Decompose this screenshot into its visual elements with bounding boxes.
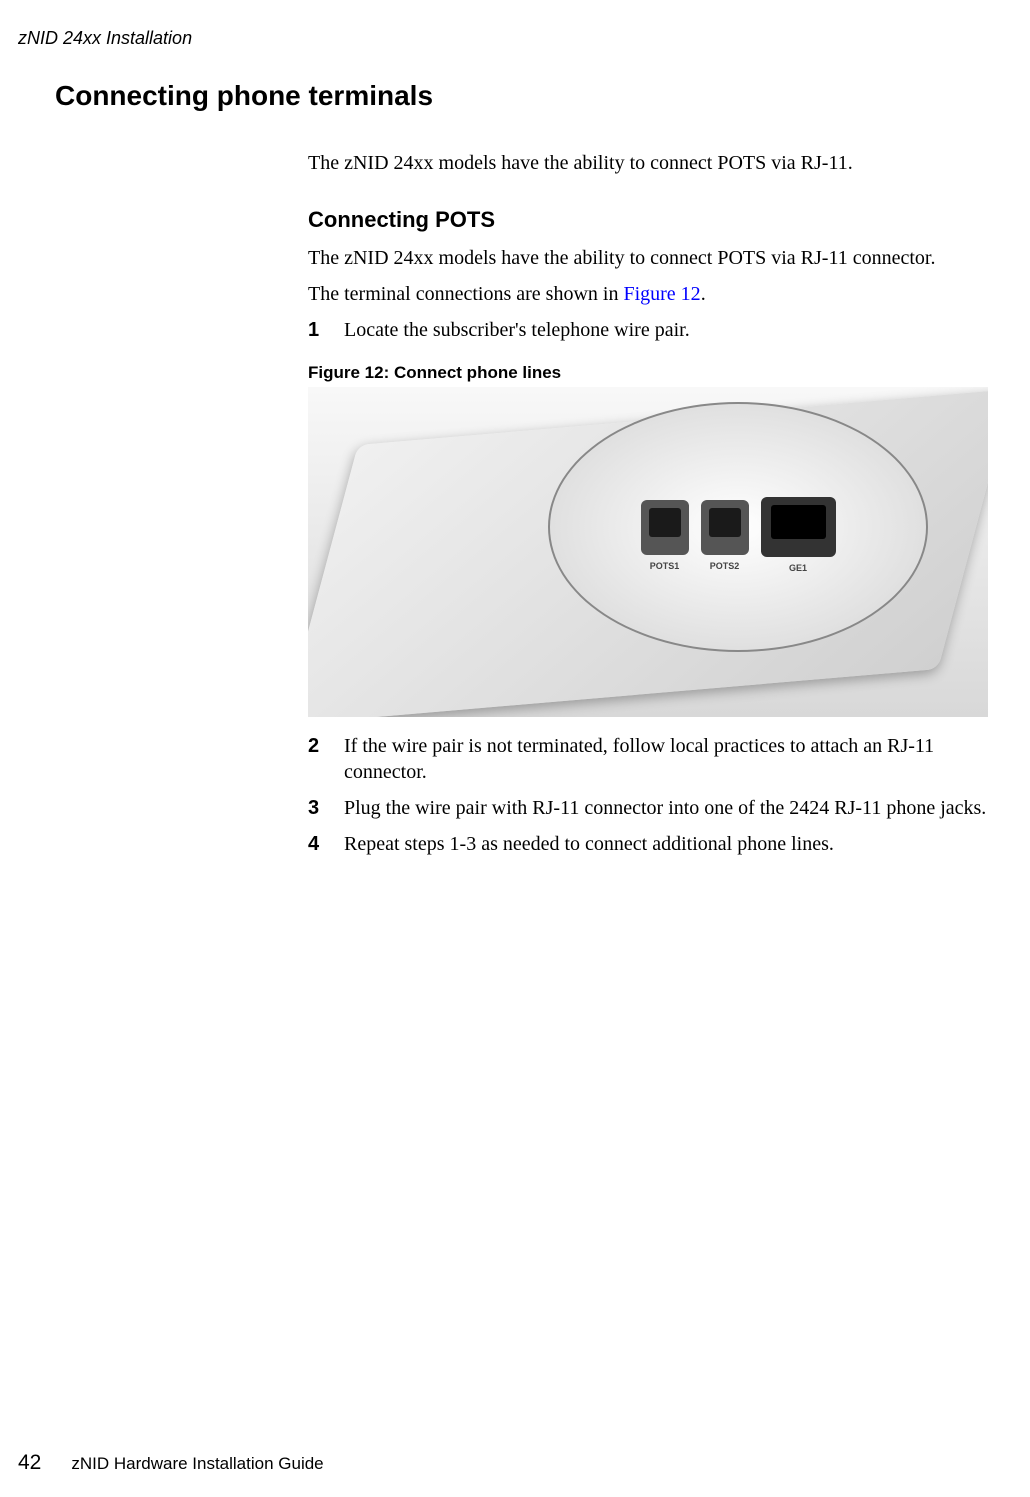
- port-label-pots1: POTS1: [650, 561, 680, 571]
- port-pots2: POTS2: [701, 500, 749, 555]
- step-2: 2 If the wire pair is not terminated, fo…: [308, 733, 992, 785]
- running-header: zNID 24xx Installation: [18, 28, 192, 49]
- step-text: Locate the subscriber's telephone wire p…: [344, 317, 992, 343]
- port-label-ge1: GE1: [789, 563, 807, 573]
- step-text: Repeat steps 1-3 as needed to connect ad…: [344, 831, 992, 857]
- para2-suffix: .: [701, 283, 706, 305]
- page-number: 42: [18, 1451, 41, 1475]
- para2-prefix: The terminal connections are shown in: [308, 283, 623, 305]
- figure-caption: Figure 12: Connect phone lines: [308, 363, 992, 383]
- step-number: 2: [308, 733, 344, 785]
- step-text: If the wire pair is not terminated, foll…: [344, 733, 992, 785]
- main-heading: Connecting phone terminals: [55, 80, 992, 112]
- body-content: The zNID 24xx models have the ability to…: [308, 152, 992, 857]
- step-1: 1 Locate the subscriber's telephone wire…: [308, 317, 992, 343]
- paragraph-1: The zNID 24xx models have the ability to…: [308, 245, 992, 271]
- intro-paragraph: The zNID 24xx models have the ability to…: [308, 152, 992, 175]
- zoom-circle: POTS1 POTS2 GE1: [548, 402, 928, 652]
- step-3: 3 Plug the wire pair with RJ-11 connecto…: [308, 795, 992, 821]
- step-text: Plug the wire pair with RJ-11 connector …: [344, 795, 992, 821]
- step-4: 4 Repeat steps 1-3 as needed to connect …: [308, 831, 992, 857]
- step-number: 1: [308, 317, 344, 343]
- page-footer: 42 zNID Hardware Installation Guide: [18, 1451, 324, 1475]
- paragraph-2: The terminal connections are shown in Fi…: [308, 281, 992, 307]
- figure-image: POTS1 POTS2 GE1: [308, 387, 988, 717]
- page-content: Connecting phone terminals The zNID 24xx…: [55, 80, 992, 867]
- subsection-heading: Connecting POTS: [308, 207, 992, 233]
- step-number: 3: [308, 795, 344, 821]
- port-label-pots2: POTS2: [710, 561, 740, 571]
- port-ge1: GE1: [761, 497, 836, 557]
- port-pots1: POTS1: [641, 500, 689, 555]
- footer-guide-name: zNID Hardware Installation Guide: [71, 1454, 323, 1474]
- figure-link[interactable]: Figure 12: [623, 283, 700, 305]
- step-number: 4: [308, 831, 344, 857]
